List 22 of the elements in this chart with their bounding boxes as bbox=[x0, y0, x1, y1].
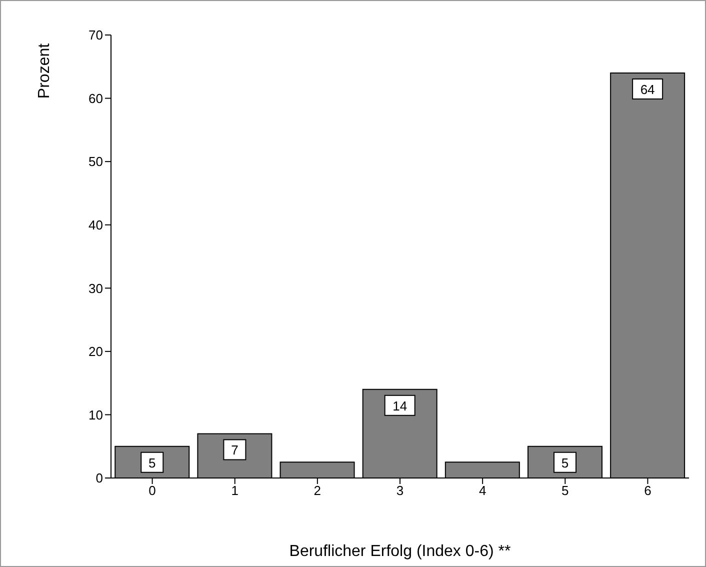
x-tick-label: 3 bbox=[396, 483, 404, 498]
y-tick-label: 20 bbox=[88, 344, 103, 360]
data-label: 5 bbox=[148, 455, 156, 470]
x-tick-label: 4 bbox=[478, 483, 486, 498]
y-tick-label: 30 bbox=[88, 280, 103, 296]
x-tick-label: 2 bbox=[314, 483, 322, 498]
x-tick-label: 6 bbox=[644, 483, 652, 498]
y-axis-title: Prozent bbox=[36, 42, 53, 99]
y-tick-label: 10 bbox=[88, 407, 103, 422]
y-tick-label: 50 bbox=[88, 154, 103, 170]
data-label: 7 bbox=[231, 442, 238, 458]
data-label: 64 bbox=[640, 82, 655, 97]
y-tick-label: 60 bbox=[88, 90, 103, 106]
data-label: 14 bbox=[392, 398, 408, 414]
x-axis-title: Beruflicher Erfolg (Index 0-6) ** bbox=[289, 543, 511, 560]
x-tick-label: 1 bbox=[231, 483, 238, 498]
y-tick-label: 70 bbox=[88, 28, 103, 43]
data-label: 5 bbox=[561, 455, 569, 470]
y-tick-label: 0 bbox=[96, 470, 103, 486]
x-tick-label: 5 bbox=[562, 483, 569, 498]
x-tick-label: 0 bbox=[148, 483, 156, 498]
y-tick-label: 40 bbox=[88, 217, 103, 232]
